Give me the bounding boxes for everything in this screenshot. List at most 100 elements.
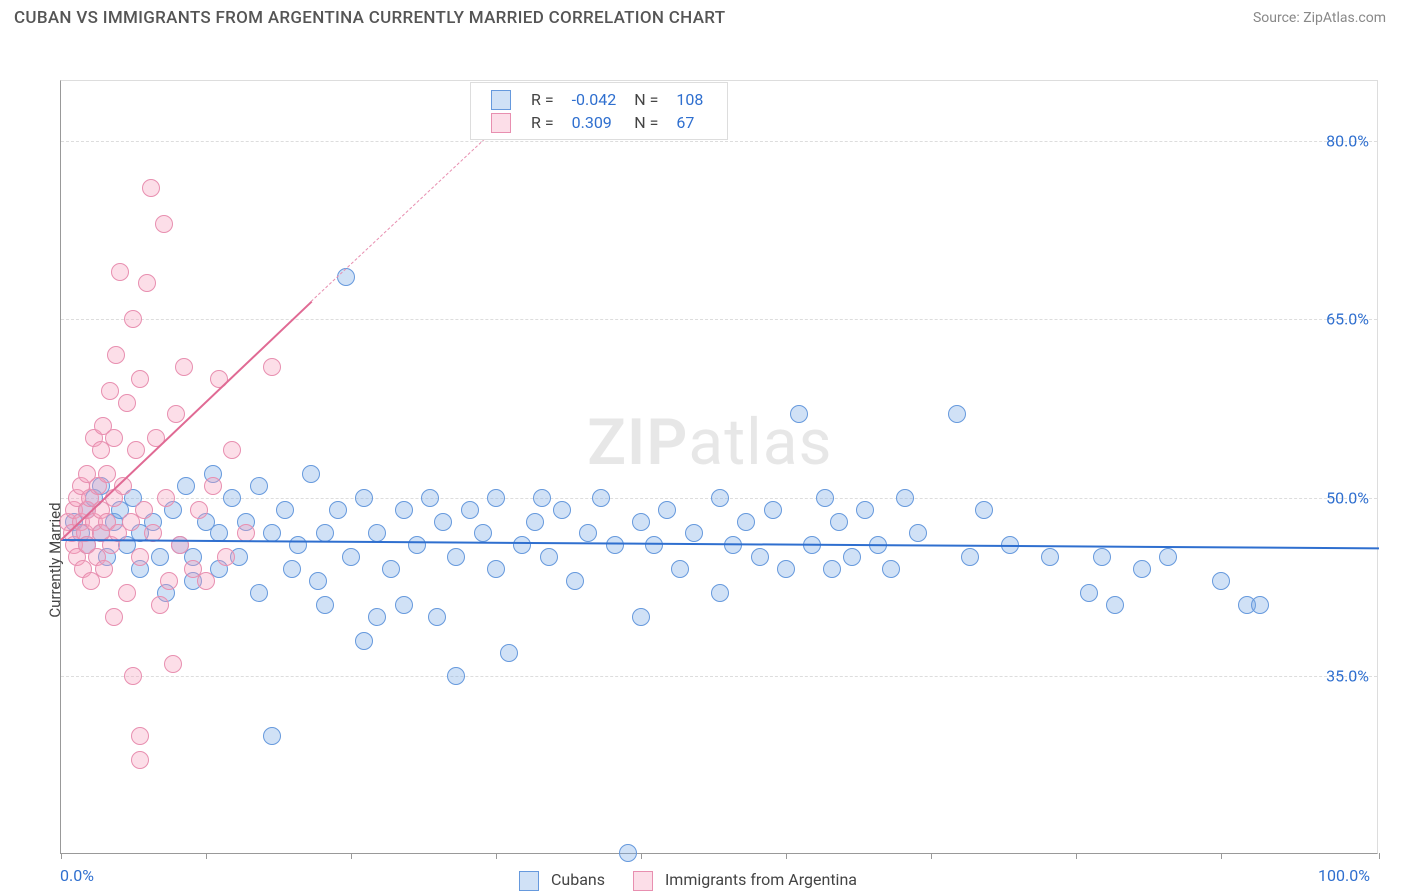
scatter-point xyxy=(685,524,703,542)
scatter-point xyxy=(1251,596,1269,614)
y-tick-label: 80.0% xyxy=(1326,131,1369,150)
scatter-point xyxy=(135,501,153,519)
correlation-legend: R = -0.042 N = 108 R = 0.309 N = 67 xyxy=(470,82,728,140)
scatter-point xyxy=(1212,572,1230,590)
scatter-point xyxy=(368,524,386,542)
scatter-point xyxy=(142,179,160,197)
scatter-point xyxy=(151,596,169,614)
scatter-point xyxy=(164,655,182,673)
r-value-argentina: 0.309 xyxy=(564,112,625,133)
scatter-point xyxy=(167,405,185,423)
chart-source: Source: ZipAtlas.com xyxy=(1253,10,1386,26)
scatter-point xyxy=(579,524,597,542)
gridline xyxy=(61,319,1377,320)
legend-label-argentina: Immigrants from Argentina xyxy=(665,870,857,889)
scatter-point xyxy=(540,548,558,566)
chart-title: CUBAN VS IMMIGRANTS FROM ARGENTINA CURRE… xyxy=(14,8,725,28)
scatter-point xyxy=(882,560,900,578)
scatter-point xyxy=(210,370,228,388)
x-tick xyxy=(351,853,352,859)
scatter-point xyxy=(632,608,650,626)
scatter-point xyxy=(105,608,123,626)
scatter-point xyxy=(500,644,518,662)
scatter-point xyxy=(355,489,373,507)
scatter-point xyxy=(1093,548,1111,566)
x-tick xyxy=(496,853,497,859)
n-label: N = xyxy=(626,112,666,133)
scatter-point xyxy=(513,536,531,554)
x-tick xyxy=(1221,853,1222,859)
scatter-point xyxy=(105,429,123,447)
scatter-point xyxy=(447,667,465,685)
scatter-point xyxy=(1133,560,1151,578)
y-tick-label: 35.0% xyxy=(1326,667,1369,686)
y-tick-label: 65.0% xyxy=(1326,310,1369,329)
scatter-point xyxy=(131,548,149,566)
scatter-point xyxy=(1080,584,1098,602)
scatter-point xyxy=(566,572,584,590)
scatter-point xyxy=(329,501,347,519)
series-legend: Cubans Immigrants from Argentina xyxy=(519,870,857,891)
scatter-point xyxy=(250,584,268,602)
scatter-point xyxy=(217,548,235,566)
x-tick xyxy=(786,853,787,859)
scatter-point xyxy=(175,358,193,376)
scatter-point xyxy=(711,584,729,602)
y-tick-label: 50.0% xyxy=(1326,488,1369,507)
scatter-point xyxy=(909,524,927,542)
swatch-argentina-icon xyxy=(633,871,653,891)
scatter-point xyxy=(157,489,175,507)
correlation-row-argentina: R = 0.309 N = 67 xyxy=(483,112,711,133)
scatter-point xyxy=(764,501,782,519)
scatter-point xyxy=(645,536,663,554)
scatter-point xyxy=(151,548,169,566)
scatter-point xyxy=(961,548,979,566)
x-axis-min-label: 0.0% xyxy=(60,866,94,885)
scatter-point xyxy=(160,572,178,590)
scatter-point xyxy=(382,560,400,578)
scatter-point xyxy=(434,513,452,531)
scatter-point xyxy=(751,548,769,566)
scatter-point xyxy=(1106,596,1124,614)
scatter-point xyxy=(289,536,307,554)
scatter-point xyxy=(671,560,689,578)
scatter-point xyxy=(337,268,355,286)
trend-line xyxy=(311,129,496,302)
scatter-point xyxy=(101,382,119,400)
scatter-point xyxy=(408,536,426,554)
scatter-point xyxy=(395,501,413,519)
scatter-point xyxy=(823,560,841,578)
y-axis-label: Currently Married xyxy=(46,502,64,617)
scatter-point xyxy=(124,667,142,685)
swatch-cubans-icon xyxy=(491,90,511,110)
gridline xyxy=(61,676,1377,677)
x-tick xyxy=(61,853,62,859)
r-label: R = xyxy=(523,89,562,110)
scatter-point xyxy=(461,501,479,519)
scatter-point xyxy=(342,548,360,566)
scatter-point xyxy=(355,632,373,650)
scatter-point xyxy=(368,608,386,626)
legend-label-cubans: Cubans xyxy=(551,870,605,889)
r-value-cubans: -0.042 xyxy=(564,89,625,110)
scatter-point xyxy=(223,441,241,459)
gridline xyxy=(61,141,1377,142)
scatter-point xyxy=(724,536,742,554)
scatter-point xyxy=(309,572,327,590)
scatter-point xyxy=(131,751,149,769)
scatter-point xyxy=(131,727,149,745)
swatch-cubans-icon xyxy=(519,871,539,891)
scatter-point xyxy=(395,596,413,614)
x-axis-max-label: 100.0% xyxy=(1318,866,1370,885)
scatter-point xyxy=(487,560,505,578)
x-tick xyxy=(641,853,642,859)
scatter-point xyxy=(447,548,465,566)
scatter-point xyxy=(263,358,281,376)
scatter-point xyxy=(632,513,650,531)
scatter-point xyxy=(197,572,215,590)
scatter-point xyxy=(526,513,544,531)
x-tick xyxy=(206,853,207,859)
scatter-point xyxy=(856,501,874,519)
scatter-point xyxy=(118,394,136,412)
scatter-point xyxy=(316,596,334,614)
